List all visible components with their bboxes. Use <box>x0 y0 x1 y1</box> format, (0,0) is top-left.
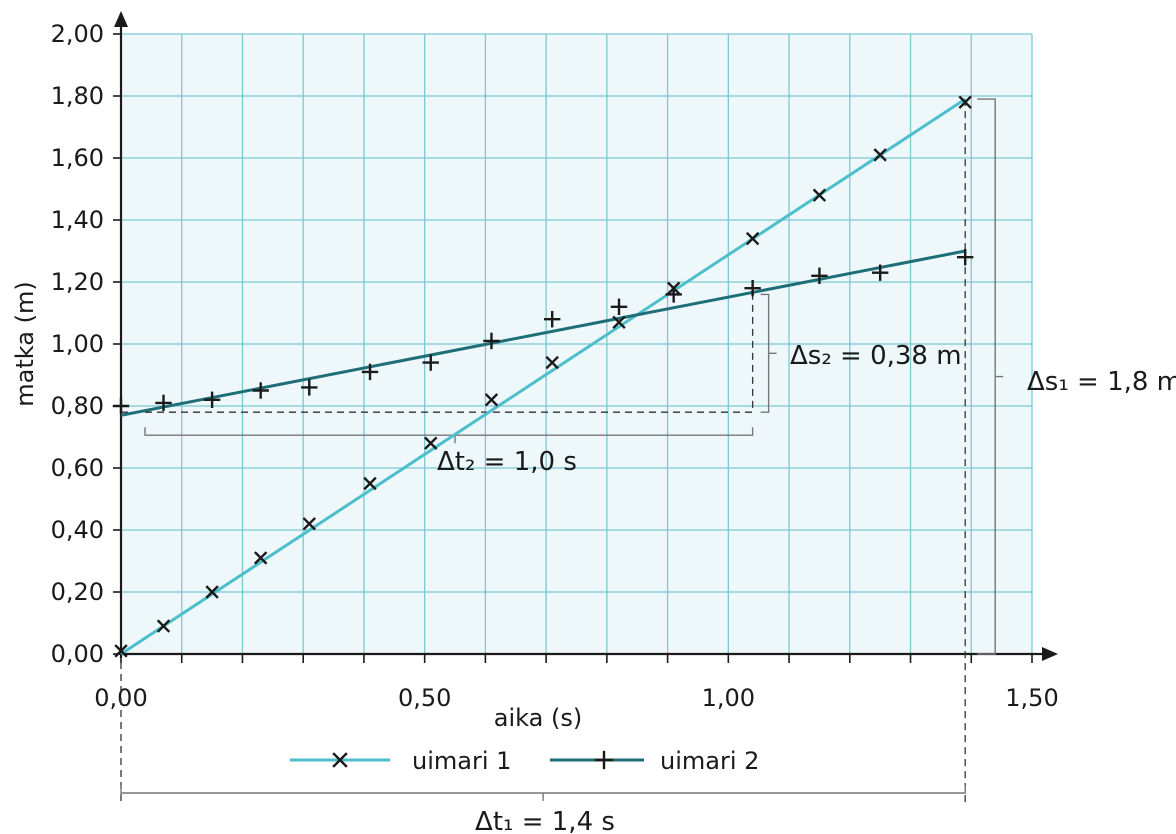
data-point-uimari-2 <box>301 379 318 396</box>
legend-marker-uimari-1 <box>332 752 348 768</box>
brace-ds2 <box>760 293 777 413</box>
x-tick-label: 1,50 <box>1005 684 1058 712</box>
data-point-uimari-2 <box>252 382 269 399</box>
y-tick-label: 1,20 <box>51 268 104 296</box>
y-tick-label: 1,40 <box>51 206 104 234</box>
data-point-uimari-1 <box>958 95 972 109</box>
data-point-uimari-2 <box>871 264 889 281</box>
legend-marker-uimari-2 <box>594 750 614 770</box>
data-point-uimari-1 <box>253 551 268 565</box>
data-point-uimari-2 <box>155 394 172 412</box>
axes <box>114 11 1058 661</box>
y-axis-title: matka (m) <box>11 281 39 406</box>
guide-uimari-2 <box>121 294 754 413</box>
data-point-uimari-1 <box>612 315 626 329</box>
data-point-uimari-1 <box>302 517 316 531</box>
data-point-uimari-1 <box>156 619 171 633</box>
x-tick-label: 1,00 <box>702 684 755 712</box>
y-tick-label: 0,20 <box>51 578 104 606</box>
y-tick-label: 0,60 <box>51 454 104 482</box>
data-point-uimari-1 <box>205 585 219 599</box>
guides <box>120 98 1004 806</box>
data-point-uimari-2 <box>203 391 221 408</box>
y-tick-label: 1,80 <box>51 82 104 110</box>
y-tick-label: 1,60 <box>51 144 104 172</box>
annotation-dt2: Δt₂ = 1,0 s <box>437 447 577 477</box>
legend-label-uimari-1: uimari 1 <box>412 747 511 775</box>
legend-label-uimari-2: uimari 2 <box>660 747 759 775</box>
annotation-ds2: Δs₂ = 0,38 m <box>790 341 962 371</box>
data-point-uimari-1 <box>424 436 438 450</box>
brace-ds1 <box>977 98 1004 655</box>
grid <box>121 33 1033 654</box>
y-tick-label: 0,40 <box>51 516 104 544</box>
data-point-uimari-1 <box>873 148 887 162</box>
data-point-uimari-2 <box>112 397 130 415</box>
data-point-uimari-2 <box>361 363 379 381</box>
data-point-uimari-2 <box>544 311 561 328</box>
data-point-uimari-1 <box>114 644 128 658</box>
annotation-dt1: Δt₁ = 1,4 s <box>475 807 615 834</box>
data-point-uimari-2 <box>610 298 628 315</box>
data-point-uimari-1 <box>484 393 499 407</box>
brace-dt2 <box>144 427 754 444</box>
y-tick-label: 1,00 <box>51 330 104 358</box>
series <box>112 95 974 658</box>
brace-dt1 <box>120 785 966 801</box>
y-tick-label: 0,00 <box>51 640 104 668</box>
x-axis-arrow <box>1042 647 1058 661</box>
data-point-uimari-2 <box>422 354 439 371</box>
x-tick-label: 0,50 <box>398 684 451 712</box>
y-axis-arrow <box>114 11 128 27</box>
data-point-uimari-2 <box>811 267 828 284</box>
annotation-ds1: Δs₁ = 1,8 m <box>1027 367 1176 397</box>
x-axis-title: aika (s) <box>494 704 582 732</box>
y-tick-label: 2,00 <box>51 20 104 48</box>
data-point-uimari-2 <box>744 280 761 297</box>
data-point-uimari-1 <box>545 355 559 370</box>
ticks <box>113 33 1033 663</box>
data-point-uimari-1 <box>812 188 827 202</box>
data-point-uimari-1 <box>745 231 760 246</box>
legend: uimari 1 uimari 2 <box>290 747 759 775</box>
data-point-uimari-2 <box>483 332 500 350</box>
data-point-uimari-2 <box>665 286 682 303</box>
y-tick-label: 0,80 <box>51 392 104 420</box>
data-point-uimari-1 <box>363 476 377 491</box>
data-point-uimari-2 <box>956 248 974 266</box>
